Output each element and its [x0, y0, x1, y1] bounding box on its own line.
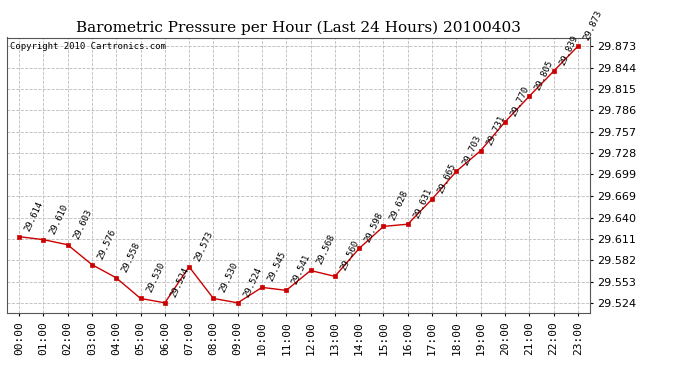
Text: 29.573: 29.573 — [193, 230, 215, 262]
Text: 29.568: 29.568 — [315, 233, 337, 266]
Text: 29.603: 29.603 — [72, 208, 94, 241]
Text: 29.770: 29.770 — [509, 85, 531, 118]
Text: 29.541: 29.541 — [290, 253, 313, 286]
Text: 29.524: 29.524 — [169, 266, 190, 298]
Text: 29.873: 29.873 — [582, 9, 604, 42]
Text: 29.703: 29.703 — [460, 134, 482, 167]
Text: Copyright 2010 Cartronics.com: Copyright 2010 Cartronics.com — [10, 42, 166, 51]
Text: 29.530: 29.530 — [217, 261, 239, 294]
Text: 29.530: 29.530 — [145, 261, 166, 294]
Text: 29.665: 29.665 — [436, 162, 458, 195]
Text: 29.610: 29.610 — [48, 202, 69, 236]
Text: 29.576: 29.576 — [96, 227, 118, 261]
Text: 29.560: 29.560 — [339, 239, 361, 272]
Text: 29.805: 29.805 — [533, 59, 555, 92]
Text: 29.631: 29.631 — [412, 187, 434, 220]
Text: 29.545: 29.545 — [266, 250, 288, 283]
Text: 29.598: 29.598 — [364, 211, 385, 244]
Text: 29.558: 29.558 — [120, 241, 142, 274]
Text: 29.524: 29.524 — [242, 266, 264, 298]
Text: 29.839: 29.839 — [558, 34, 580, 67]
Title: Barometric Pressure per Hour (Last 24 Hours) 20100403: Barometric Pressure per Hour (Last 24 Ho… — [76, 21, 521, 35]
Text: 29.614: 29.614 — [23, 200, 45, 232]
Text: 29.628: 29.628 — [388, 189, 409, 222]
Text: 29.731: 29.731 — [485, 114, 506, 147]
